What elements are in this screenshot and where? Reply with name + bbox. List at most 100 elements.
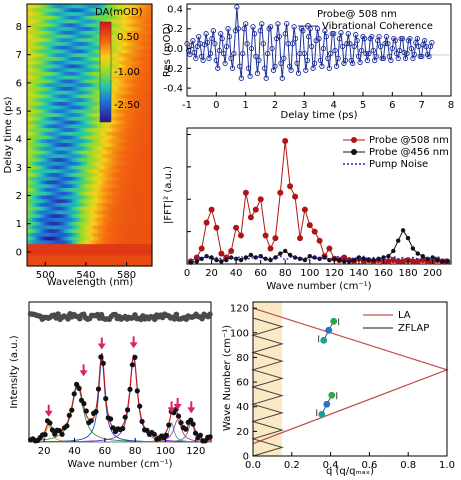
heatmap-cell xyxy=(134,161,138,166)
heatmap-cell xyxy=(69,7,73,13)
heatmap-cell xyxy=(77,18,81,24)
heatmap-cell xyxy=(147,243,151,248)
heatmap-cell xyxy=(39,224,43,230)
heatmap-cell xyxy=(47,161,51,166)
heatmap-cell xyxy=(89,60,93,65)
heatmap-cell xyxy=(104,146,108,151)
heatmap-cell xyxy=(44,127,48,132)
heatmap-cell xyxy=(42,7,46,13)
heatmap-cell xyxy=(62,228,66,233)
heatmap-cell xyxy=(144,172,148,177)
heatmap-cell xyxy=(29,191,33,196)
heatmap-cell xyxy=(37,11,41,16)
heatmap-cell xyxy=(57,82,61,87)
heatmap-cell xyxy=(69,142,73,147)
heatmap-cell xyxy=(132,209,136,215)
data-point xyxy=(277,189,284,196)
heatmap-cell xyxy=(52,45,56,50)
heatmap-cell xyxy=(137,26,141,31)
data-point xyxy=(275,21,281,27)
heatmap-cell xyxy=(94,194,98,200)
heatmap-cell xyxy=(117,22,121,28)
heatmap-cell xyxy=(67,153,71,159)
heatmap-cell xyxy=(54,161,58,166)
heatmap-cell xyxy=(89,56,93,61)
heatmap-cell xyxy=(102,176,106,181)
heatmap-cell xyxy=(137,224,141,230)
heatmap-cell xyxy=(132,86,136,91)
heatmap-cell xyxy=(39,78,43,84)
heatmap-cell xyxy=(67,168,71,174)
heatmap-cell xyxy=(127,60,131,65)
heatmap-cell xyxy=(64,48,68,54)
heatmap-cell xyxy=(142,33,146,39)
heatmap-cell xyxy=(97,123,101,129)
heatmap-cell xyxy=(139,138,143,144)
heatmap-cell xyxy=(129,247,133,252)
heatmap-cell xyxy=(144,153,148,159)
heatmap-cell xyxy=(84,149,88,155)
heatmap-cell xyxy=(129,30,133,35)
heatmap-cell xyxy=(39,187,43,192)
heatmap-cell xyxy=(92,213,96,218)
heatmap-cell xyxy=(87,213,91,218)
heatmap-cell xyxy=(117,157,121,162)
heatmap-cell xyxy=(72,37,76,43)
heatmap-cell xyxy=(107,157,111,162)
heatmap-cell xyxy=(47,37,51,43)
heatmap-cell xyxy=(92,120,96,125)
heatmap-cell xyxy=(92,149,96,155)
heatmap-cell xyxy=(139,172,143,177)
heatmap-cell xyxy=(52,179,56,185)
data-point xyxy=(175,413,182,419)
heatmap-cell xyxy=(42,224,46,230)
heatmap-cell xyxy=(144,187,148,192)
heatmap-cell xyxy=(89,206,93,211)
heatmap-cell xyxy=(144,243,148,248)
heatmap-cell xyxy=(149,26,153,31)
heatmap-cell xyxy=(122,232,126,237)
heatmap-cell xyxy=(102,153,106,159)
heatmap-cell xyxy=(92,157,96,162)
heatmap-cell xyxy=(47,105,51,110)
heatmap-cell xyxy=(142,243,146,248)
heatmap-cell xyxy=(29,228,33,233)
heatmap-cell xyxy=(49,18,53,24)
heatmap-cell xyxy=(42,127,46,132)
y-tick-label: 0.4 xyxy=(167,4,183,15)
heatmap-cell xyxy=(119,168,123,174)
heatmap-cell xyxy=(69,90,73,95)
heatmap-cell xyxy=(109,236,113,241)
heatmap-cell xyxy=(97,75,101,80)
data-point xyxy=(243,255,249,260)
heatmap-cell xyxy=(44,191,48,196)
heatmap-cell xyxy=(127,239,131,245)
heatmap-cell xyxy=(67,239,71,245)
heatmap-cell xyxy=(37,157,41,162)
panel-b: 0.40.20.0-0.2-0.4 -1 0 1 2 3 4 5 6 7 8 Probe@ 508… xyxy=(162,3,454,121)
heatmap-cell xyxy=(119,60,123,65)
heatmap-cell xyxy=(107,232,111,237)
heatmap-cell xyxy=(84,131,88,136)
heatmap-cell xyxy=(49,108,53,114)
heatmap-cell xyxy=(79,232,83,237)
heatmap-cell xyxy=(59,164,63,170)
y-axis-label: Res (mOD) xyxy=(162,23,173,77)
heatmap-cell xyxy=(89,217,93,222)
heatmap-cell xyxy=(59,262,63,267)
heatmap-cell xyxy=(97,164,101,170)
heatmap-cell xyxy=(142,153,146,159)
heatmap-cell xyxy=(139,217,143,222)
heatmap-cell xyxy=(149,108,153,114)
heatmap-cell xyxy=(84,198,88,203)
heatmap-cell xyxy=(124,194,128,200)
heatmap-cell xyxy=(119,135,123,140)
data-point xyxy=(226,33,233,40)
heatmap-cell xyxy=(97,18,101,24)
heatmap-cell xyxy=(69,48,73,54)
x-axis-label: Delay time (ps) xyxy=(281,110,358,121)
heatmap-cell xyxy=(92,15,96,20)
heatmap-cell xyxy=(27,202,31,207)
heatmap-cell xyxy=(132,82,136,87)
heatmap-cell xyxy=(59,138,63,144)
